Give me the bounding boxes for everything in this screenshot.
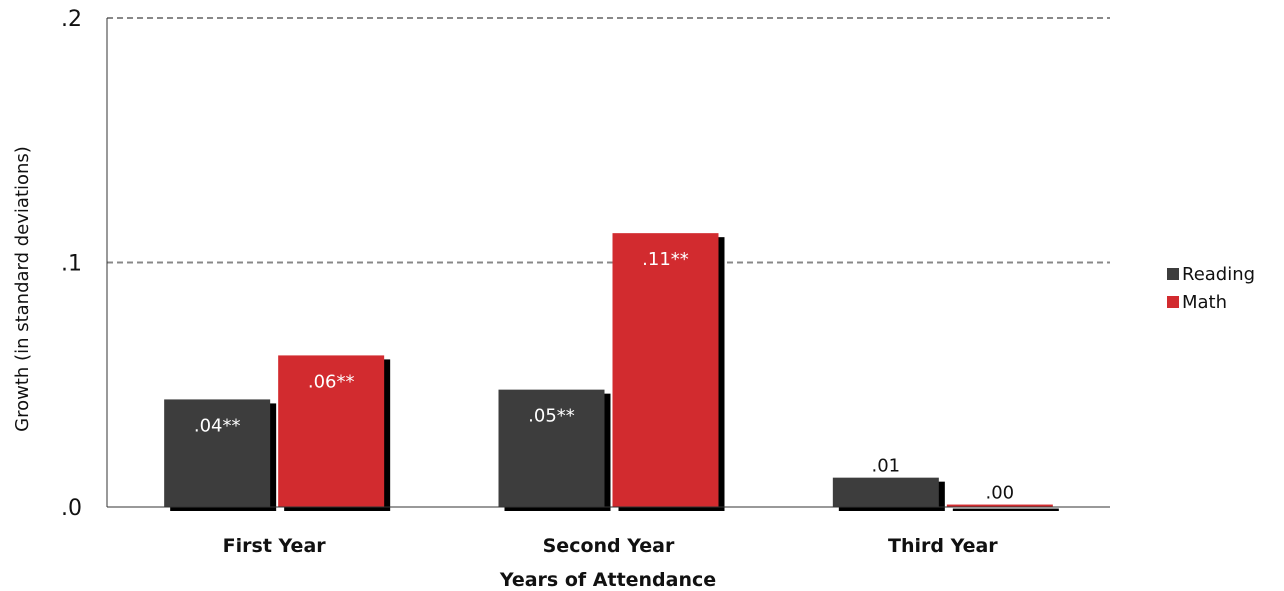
y-tick-labels: .0 .1 .2: [61, 7, 82, 521]
x-axis-title: Years of Attendance: [499, 569, 716, 591]
legend-swatch: [1167, 268, 1179, 280]
legend-swatch: [1167, 296, 1179, 308]
data-label: .00: [986, 483, 1015, 504]
data-label: .01: [872, 456, 901, 477]
bar-math: [612, 233, 719, 507]
bar-math: [278, 355, 385, 507]
bar-math: [946, 504, 1053, 507]
data-label: .05**: [528, 406, 575, 427]
legend-label: Reading: [1182, 264, 1255, 285]
bar-reading: [498, 389, 605, 507]
bars: .04** .06** .05** .11** .01 .00: [164, 233, 1059, 511]
x-tick-label: Second Year: [543, 535, 675, 557]
y-tick-label: .1: [61, 252, 82, 277]
x-tick-label: Third Year: [888, 535, 998, 557]
data-label: .04**: [194, 415, 241, 436]
x-tick-label: First Year: [223, 535, 327, 557]
legend: Reading Math: [1167, 264, 1255, 313]
data-label: .11**: [642, 249, 689, 270]
bar-reading: [164, 399, 271, 507]
bar-shadow: [952, 508, 1059, 511]
x-tick-labels: First Year Second Year Third Year: [223, 535, 999, 557]
y-tick-label: .2: [61, 7, 82, 32]
y-axis-title: Growth (in standard deviations): [12, 146, 33, 432]
legend-label: Math: [1182, 292, 1227, 313]
bar-reading: [832, 477, 939, 507]
y-tick-label: .0: [61, 496, 82, 521]
data-label: .06**: [308, 371, 355, 392]
gridlines: [107, 17, 1110, 264]
